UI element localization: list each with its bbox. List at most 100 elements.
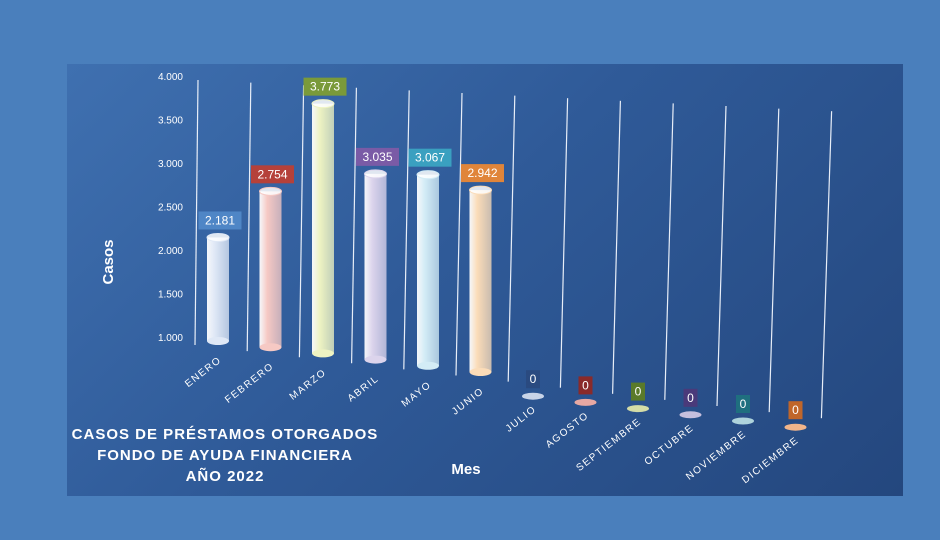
data-label-box [461, 164, 504, 183]
data-label: 0 [530, 372, 537, 386]
data-label-box [526, 370, 540, 389]
data-label: 0 [582, 378, 589, 392]
bar-septiembre: 0 [627, 382, 649, 413]
bar-base [364, 355, 387, 364]
bar-base [469, 368, 492, 376]
x-tick-label: OCTUBRE [643, 422, 697, 467]
bar-body [417, 174, 439, 366]
x-tick-label: JULIO [504, 404, 539, 435]
bar-noviembre: 0 [732, 395, 754, 425]
bar-base [312, 349, 334, 358]
y-tick-label: 1.500 [158, 290, 183, 301]
data-label-box [251, 165, 294, 184]
data-label-box [683, 388, 698, 407]
y-tick-label: 1.000 [158, 333, 183, 344]
bar-zero-disc [522, 392, 544, 400]
bar-base [259, 343, 282, 352]
bar-julio: 0 [522, 370, 544, 400]
data-label-box [736, 395, 750, 413]
data-label: 3.773 [310, 80, 340, 94]
x-tick-label: DICIEMBRE [740, 435, 801, 486]
bar-body [312, 103, 334, 354]
y-tick-label: 3.000 [158, 159, 183, 170]
x-tick-label: ENERO [183, 355, 224, 390]
data-label-box [356, 147, 399, 166]
x-axis-title: Mes [451, 461, 480, 478]
gridline [298, 85, 305, 358]
bar-zero-disc [784, 423, 807, 431]
gridline [612, 100, 621, 394]
gridline [246, 82, 252, 352]
x-tick-label: SEPTIEMBRE [574, 416, 643, 474]
data-label: 3.067 [415, 151, 445, 165]
bar-top [206, 232, 230, 242]
gridlines [194, 79, 833, 419]
bar-zero-disc [574, 398, 597, 406]
gridline [820, 111, 833, 419]
y-tick-label: 3.500 [158, 116, 183, 127]
bar-diciembre: 0 [784, 401, 807, 431]
data-label: 2.181 [205, 213, 235, 227]
bar-top [259, 186, 282, 196]
gridline [664, 103, 674, 400]
bar-body [207, 237, 229, 341]
bars: 2.181 2.754 3.773 3.035 3.067 2.942 0 0 0 0 0 0 [198, 77, 807, 431]
chart-title-line-3: AÑO 2022 [185, 468, 265, 485]
y-axis-ticks: 1.000 1.500 2.000 2.500 3.000 3.500 4.000 [158, 72, 183, 344]
data-label: 2.754 [257, 167, 287, 181]
bar-mayo: 3.067 [408, 148, 452, 370]
y-axis-title: Casos [100, 239, 117, 284]
x-tick-label: ABRIL [346, 373, 381, 404]
bar-abril: 3.035 [356, 147, 399, 364]
data-label-box [631, 382, 645, 401]
x-tick-label: MAYO [400, 379, 434, 409]
data-label-box [408, 148, 452, 167]
x-tick-label: FEBRERO [223, 361, 276, 406]
gridline [194, 79, 199, 346]
bar-junio: 2.942 [461, 164, 504, 376]
x-tick-label: NOVIEMBRE [684, 429, 749, 483]
bar-top [469, 185, 492, 195]
data-label-box [788, 401, 803, 420]
gridline [507, 95, 516, 382]
data-label-box [303, 77, 347, 96]
bar-zero-disc [732, 417, 754, 425]
gridline [559, 98, 569, 388]
gridline [351, 87, 357, 364]
bar-octubre: 0 [679, 388, 702, 419]
data-label: 3.035 [362, 150, 392, 164]
bar-zero-disc [627, 405, 649, 413]
bar-febrero: 2.754 [251, 165, 294, 352]
x-tick-label: JUNIO [450, 386, 486, 418]
gridline [768, 108, 780, 413]
bar-body [259, 191, 282, 348]
bar-top [364, 169, 387, 179]
bar-body [469, 190, 492, 372]
bar-enero: 2.181 [198, 211, 242, 345]
data-label: 0 [740, 397, 747, 411]
bar-base [207, 337, 229, 345]
data-label-box [578, 376, 593, 395]
y-tick-label: 4.000 [158, 72, 183, 83]
data-label: 2.942 [467, 166, 497, 180]
gridline [716, 105, 727, 407]
bar-body [364, 173, 387, 360]
y-tick-label: 2.000 [158, 246, 183, 257]
x-tick-label: AGOSTO [544, 410, 591, 450]
bar-base [417, 361, 439, 370]
bar-top [311, 99, 335, 109]
gridline [403, 90, 410, 370]
x-tick-label: MARZO [288, 367, 329, 403]
y-tick-label: 2.500 [158, 203, 183, 214]
data-label: 0 [792, 403, 799, 417]
data-label: 0 [635, 385, 642, 399]
chart-title-line-2: FONDO DE AYUDA FINANCIERA [97, 447, 353, 464]
bar-agosto: 0 [574, 376, 597, 406]
data-label-box [198, 211, 242, 230]
chart-title: CASOS DE PRÉSTAMOS OTORGADOS FONDO DE AY… [60, 424, 390, 487]
data-label: 0 [687, 391, 694, 405]
bar-zero-disc [679, 411, 702, 419]
bar-marzo: 3.773 [303, 77, 347, 358]
